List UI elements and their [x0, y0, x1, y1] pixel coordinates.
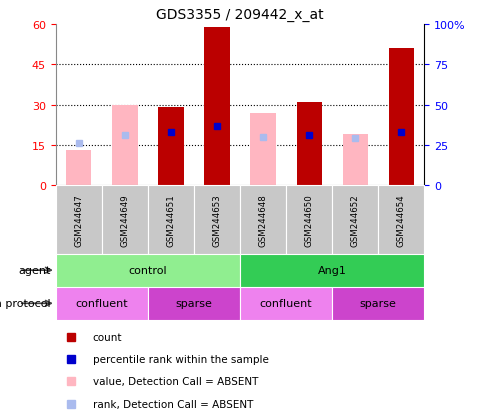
Text: sparse: sparse	[359, 299, 396, 309]
Bar	[204, 27, 229, 186]
Bar	[102, 186, 148, 254]
Title: GDS3355 / 209442_x_at: GDS3355 / 209442_x_at	[156, 8, 323, 22]
Bar	[56, 254, 240, 287]
Bar	[332, 186, 378, 254]
Bar	[332, 287, 424, 320]
Text: GSM244651: GSM244651	[166, 194, 175, 246]
Text: GSM244647: GSM244647	[74, 194, 83, 246]
Text: sparse: sparse	[175, 299, 212, 309]
Text: GSM244649: GSM244649	[120, 194, 129, 246]
Bar	[240, 287, 332, 320]
Bar	[148, 287, 240, 320]
Bar	[240, 254, 424, 287]
Text: control: control	[128, 266, 167, 275]
Text: count: count	[92, 332, 122, 342]
Bar	[240, 186, 286, 254]
Bar	[56, 287, 148, 320]
Text: growth protocol: growth protocol	[0, 299, 51, 309]
Bar	[158, 108, 183, 186]
Bar	[296, 103, 321, 186]
Bar	[112, 105, 137, 186]
Text: GSM244650: GSM244650	[304, 194, 313, 246]
Text: rank, Detection Call = ABSENT: rank, Detection Call = ABSENT	[92, 399, 253, 409]
Text: GSM244648: GSM244648	[258, 194, 267, 246]
Bar	[66, 151, 91, 186]
Bar	[286, 186, 332, 254]
Bar	[250, 113, 275, 186]
Bar	[148, 186, 194, 254]
Bar	[342, 135, 367, 186]
Bar	[388, 49, 413, 186]
Bar	[194, 186, 240, 254]
Text: agent: agent	[18, 266, 51, 275]
Text: percentile rank within the sample: percentile rank within the sample	[92, 354, 268, 364]
Bar	[378, 186, 424, 254]
Text: GSM244653: GSM244653	[212, 194, 221, 246]
Text: value, Detection Call = ABSENT: value, Detection Call = ABSENT	[92, 376, 257, 387]
Bar	[56, 186, 102, 254]
Text: confluent: confluent	[259, 299, 312, 309]
Text: confluent: confluent	[76, 299, 128, 309]
Text: Ang1: Ang1	[317, 266, 346, 275]
Text: GSM244652: GSM244652	[350, 194, 359, 246]
Text: GSM244654: GSM244654	[396, 194, 405, 246]
